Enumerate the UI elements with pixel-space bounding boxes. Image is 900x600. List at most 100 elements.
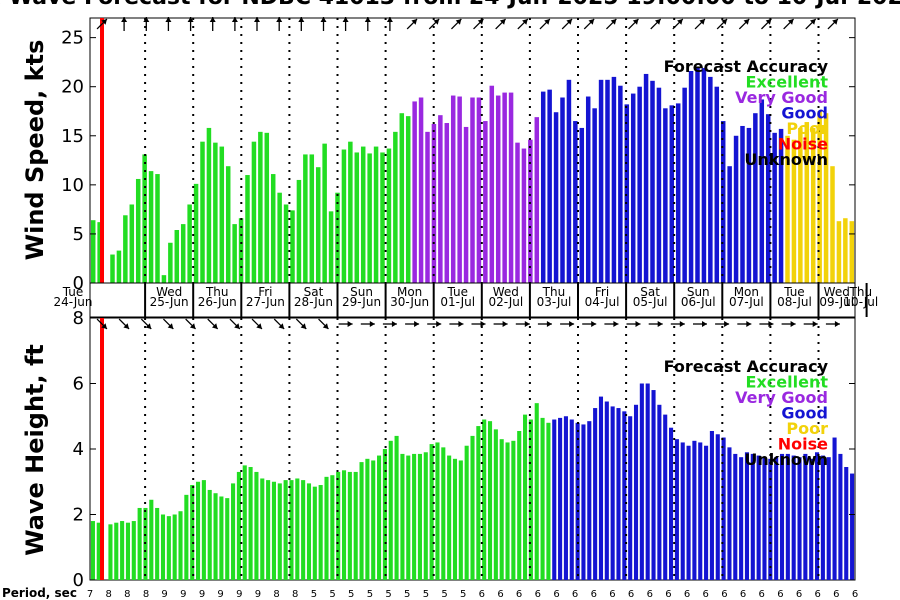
period-value: 8 [292,589,298,600]
direction-arrow [648,321,663,327]
bar [123,215,128,283]
direction-arrow [209,17,216,31]
bar [714,86,720,283]
day-date: 28-Jun [294,295,333,309]
direction-arrow [162,318,174,330]
period-value: 6 [628,589,634,600]
direction-arrow [517,18,529,30]
bar [90,521,95,580]
period-value: 6 [703,589,709,600]
bar [429,444,434,580]
direction-arrow [539,18,551,30]
bar [172,514,177,580]
legend-unknown: Unknown [744,150,828,169]
bar [791,455,796,580]
bar [155,507,160,580]
y-tick-label: 2 [73,505,84,526]
period-value: 6 [516,589,522,600]
y-tick-label: 25 [61,28,84,49]
period-value: 6 [740,589,746,600]
bar [135,178,141,283]
period-value: 6 [591,589,597,600]
direction-arrow [428,18,440,30]
direction-arrow [229,318,241,330]
bar [447,455,452,580]
bar [341,470,347,580]
bar [399,113,405,283]
bar [330,475,335,580]
bar [470,435,475,580]
day-of-week: Fri [258,285,272,299]
bar [740,125,745,284]
bar [438,115,443,283]
bar [744,452,750,580]
day-label-strip: Tue24-JunWed25-JunThu26-JunFri27-JunSat2… [53,282,878,318]
period-value: 6 [815,589,821,600]
bar [604,401,609,580]
bar [616,408,621,580]
bar [598,396,604,580]
bar [161,275,167,283]
bar [838,453,843,580]
direction-arrow [231,17,238,31]
direction-arrow [471,321,486,327]
period-row: 7 8 8 8 9 9 9 9 9 9 8 8 5 5 5 5 5 5 5 5 5 6 6 6 6 6 6 6 6 6 6 6 6 6 6 6 6 6 6 6… [87,589,858,600]
bar [521,148,527,283]
period-value: 7 [87,589,93,600]
legend-noise: Noise [778,435,828,454]
legend-good: Good [781,104,828,123]
direction-arrow [760,18,772,30]
y-tick-label: 6 [73,374,84,395]
period-value: 6 [572,589,578,600]
bar [656,87,662,283]
bar [125,522,130,580]
direction-arrow [537,321,552,327]
wind-y-axis-label: Wind Speed, kts [21,40,49,261]
bar [563,416,568,580]
bar [476,97,482,283]
bar [231,483,236,580]
bar [483,121,488,283]
bar [797,457,802,580]
bar [774,457,779,580]
day-of-week: Wed [493,285,519,299]
bar [120,521,125,580]
bar [765,114,771,283]
bar [137,507,142,580]
y-tick-label: 15 [61,126,84,147]
bar [264,132,270,283]
bar [511,440,516,580]
bar [371,460,376,580]
bar [663,108,668,283]
direction-arrow [626,321,641,327]
direction-arrow [140,318,152,330]
bar [836,221,842,283]
period-value: 6 [852,589,858,600]
period-value: 5 [423,589,429,600]
bar [258,131,263,283]
bar [785,453,790,580]
bar [367,153,372,283]
bar [248,467,253,580]
bar [803,453,808,580]
day-of-week: Sat [640,285,660,299]
period-value: 9 [236,589,242,600]
direction-arrow [827,18,839,30]
legend-excellent: Excellent [746,373,829,392]
bar [354,152,360,283]
bar [809,458,814,580]
bar [168,242,173,283]
legend-very-good: Very Good [735,388,828,407]
direction-arrow [338,321,353,327]
bar [618,85,623,283]
bar [817,111,822,284]
period-value: 5 [460,589,466,600]
bar [622,411,627,580]
day-of-week: Wed [156,285,182,299]
bar [592,108,597,283]
bar [739,457,744,580]
